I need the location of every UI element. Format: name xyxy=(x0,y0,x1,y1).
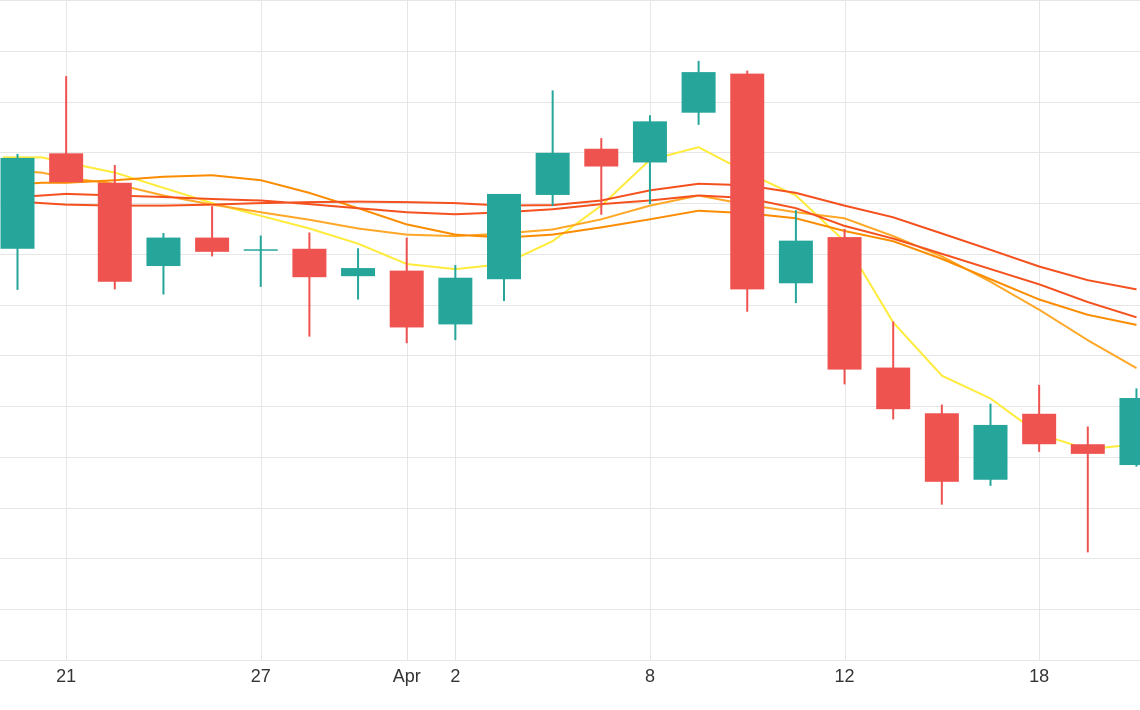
candle-body xyxy=(341,268,376,277)
candle-body xyxy=(292,248,327,278)
candle-body xyxy=(632,121,667,163)
moving-average-line xyxy=(2,182,1137,291)
candle-body xyxy=(876,367,911,410)
candle-body xyxy=(681,72,716,113)
x-tick-label: Apr xyxy=(393,666,421,686)
candle-down xyxy=(195,206,230,257)
moving-average-layer xyxy=(2,146,1137,451)
candle-body xyxy=(389,270,424,328)
candle-body xyxy=(924,413,959,482)
candle-body xyxy=(195,237,230,252)
candle-body xyxy=(1119,398,1140,466)
candle-down xyxy=(730,70,765,312)
candle-body xyxy=(438,277,473,325)
candle-down xyxy=(1022,384,1057,452)
candle-body xyxy=(584,148,619,167)
candle-body xyxy=(97,182,132,282)
x-axis: 21 27 Apr 2 8 12 18 xyxy=(56,666,1049,686)
candle-up xyxy=(0,153,35,290)
candle-down xyxy=(49,76,84,183)
candle-up xyxy=(487,193,521,302)
candle-body xyxy=(778,240,813,284)
candle-up xyxy=(146,233,181,295)
x-tick-label: 12 xyxy=(835,666,855,686)
candle-body xyxy=(146,237,181,267)
candle-body xyxy=(0,157,35,249)
candle-body xyxy=(535,152,570,195)
grid-layer xyxy=(0,0,1140,661)
candle-body xyxy=(487,193,521,280)
candle-down xyxy=(876,321,911,420)
candle-up xyxy=(778,210,813,304)
candle-body xyxy=(49,153,84,183)
candle-down xyxy=(389,237,424,344)
candle-down xyxy=(292,232,327,337)
candle-up xyxy=(973,403,1008,486)
x-tick-label: 2 xyxy=(450,666,460,686)
candle-down xyxy=(827,228,862,385)
candle-down xyxy=(924,404,959,505)
x-tick-label: 21 xyxy=(56,666,76,686)
candle-down xyxy=(97,165,132,290)
candle-up xyxy=(632,115,667,205)
candle-up xyxy=(438,265,473,341)
candle-up xyxy=(681,60,716,125)
moving-average-line xyxy=(2,192,1137,319)
moving-average-line xyxy=(2,169,1137,369)
candle-body xyxy=(1070,444,1105,454)
candle-up xyxy=(1119,388,1140,467)
candle-up xyxy=(341,248,376,300)
moving-average-line xyxy=(2,146,1137,451)
candle-down xyxy=(1070,426,1105,553)
candle-body xyxy=(827,237,862,370)
candle-up xyxy=(243,235,278,287)
candle-layer xyxy=(0,60,1140,553)
candle-body xyxy=(243,249,278,251)
candle-up xyxy=(535,90,570,207)
moving-average-line xyxy=(2,174,1137,326)
candle-body xyxy=(1022,413,1057,445)
x-tick-label: 8 xyxy=(645,666,655,686)
x-tick-label: 18 xyxy=(1029,666,1049,686)
candle-body xyxy=(973,424,1008,480)
candle-body xyxy=(730,73,765,290)
candle-down xyxy=(584,138,619,215)
x-tick-label: 27 xyxy=(251,666,271,686)
